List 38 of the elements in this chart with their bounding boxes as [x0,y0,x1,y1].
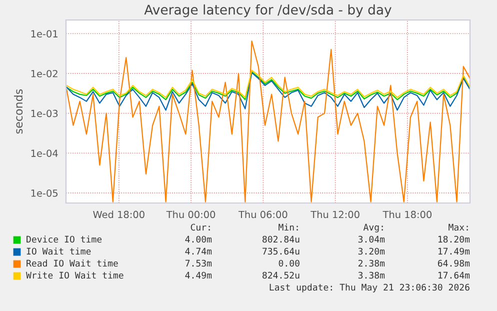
x-tick-label: Thu 18:00 [382,210,432,218]
text: 2.38m [358,260,385,267]
text: Cur: [190,224,210,231]
legend-label: IO Wait time [26,248,91,255]
text: 4.00m [185,236,212,243]
legend-label: Write IO Wait time [26,272,124,279]
y-tick-label: 1e-03 [31,110,58,118]
text: Avg: [363,224,383,232]
legend-label: Read IO Wait time [26,260,118,267]
y-axis-title: seconds [14,89,23,134]
text: Max: [448,224,468,231]
text: 7.53m [185,260,212,267]
x-tick-label: Wed 18:00 [93,210,144,218]
text: 17.49m [438,248,470,255]
line-series [66,72,470,111]
y-tick-label: 1e-04 [31,150,58,157]
text: 18.20m [438,236,470,243]
text: Min: [278,224,298,231]
text: 824.52u [262,272,300,279]
y-tick-label: 1e-05 [31,189,58,197]
text: Last update: Thu May 21 23:06:30 2026 [270,284,470,292]
text: 735.64u [262,248,300,255]
text: 0.00 [278,260,300,267]
text: 17.64m [438,272,470,279]
text: 4.49m [185,272,212,279]
x-tick-label: Thu 00:00 [166,210,216,218]
text: 802.84u [262,236,300,243]
text: 3.38m [358,272,385,279]
text: 3.04m [358,236,385,243]
text: 3.20m [358,248,385,255]
y-tick-label: 1e-01 [31,30,58,38]
legend-label: Device IO time [26,236,102,243]
x-tick-label: Thu 12:00 [310,210,360,218]
text: 4.74m [185,248,212,255]
chart-title: Average latency for /dev/sda - by day [144,4,392,18]
y-tick-label: 1e-02 [31,70,58,78]
x-tick-label: Thu 06:00 [238,210,288,218]
text: 64.98m [438,260,470,267]
